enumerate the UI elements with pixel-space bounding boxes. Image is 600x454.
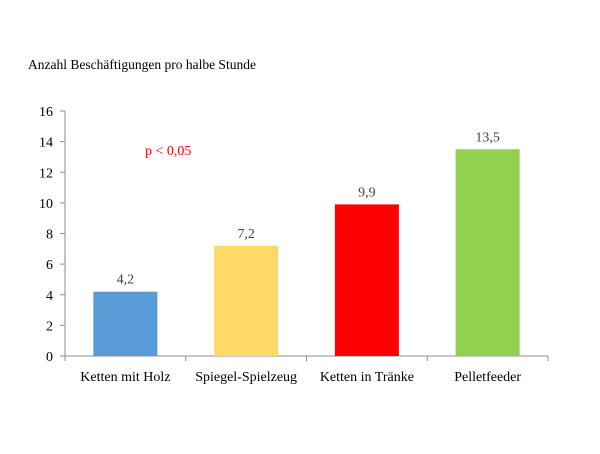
y-tick-label: 14 <box>39 136 53 151</box>
bar-1 <box>93 291 158 356</box>
x-tick-label: Spiegel-Spielzeug <box>195 370 297 385</box>
bar-3 <box>334 204 399 356</box>
x-tick-label: Pelletfeeder <box>454 370 521 385</box>
x-tick-label: Ketten in Tränke <box>320 370 414 385</box>
data-label: 9,9 <box>358 185 376 200</box>
y-tick-label: 0 <box>46 350 53 365</box>
plot-area: 0 2 4 6 8 10 12 14 16 4,2 Ketten mit Holz 7,2 Spiege… <box>39 105 549 385</box>
x-tick-label: Ketten mit Holz <box>80 370 170 385</box>
chart-title: Anzahl Beschäftigungen pro halbe Stunde <box>28 57 256 72</box>
y-tick-label: 2 <box>46 319 53 334</box>
data-label: 13,5 <box>475 130 500 145</box>
y-tick-label: 16 <box>39 105 53 120</box>
bar-2 <box>214 245 279 356</box>
data-label: 4,2 <box>117 273 135 288</box>
data-label: 7,2 <box>237 227 255 242</box>
y-tick-label: 8 <box>46 228 53 243</box>
bar-4 <box>455 149 520 356</box>
y-tick-label: 10 <box>39 197 53 212</box>
y-tick-label: 12 <box>39 166 53 181</box>
y-tick-label: 6 <box>46 258 53 273</box>
significance-annotation: p < 0,05 <box>145 144 191 159</box>
y-tick-label: 4 <box>46 289 53 304</box>
